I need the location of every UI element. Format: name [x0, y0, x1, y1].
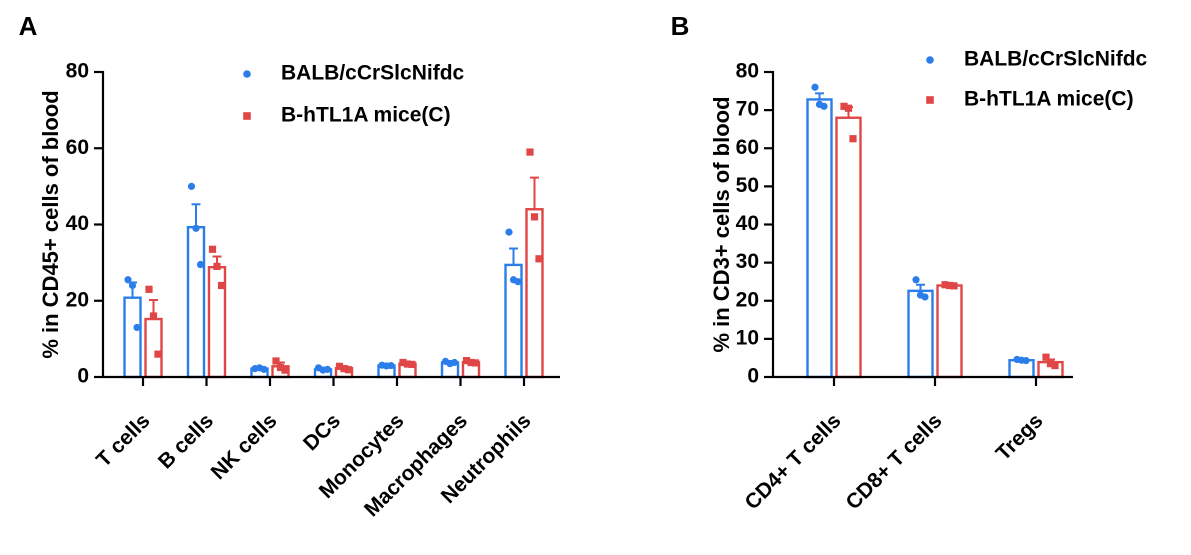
panel-a-point-neutrophils-bhtl1a [526, 148, 534, 156]
panel-a-point-t-cells-bhtl1a [154, 350, 162, 358]
panel-a-point-b-cells-balb [192, 224, 200, 232]
panel-b-y-tick-label: 40 [736, 212, 759, 235]
panel-b-y-tick-label: 0 [747, 365, 759, 388]
panel-a-point-nk-cells-bhtl1a [276, 363, 285, 372]
panel-a-point-macrophages-bhtl1a [467, 358, 475, 367]
panel-b-y-tick-label: 30 [736, 250, 759, 273]
panel-a-point-t-cells-balb [124, 276, 132, 284]
panel-a-point-nk-cells-bhtl1a [272, 357, 280, 365]
panel-b-y-tick-label: 80 [736, 60, 759, 83]
panel-b-category-label: Tregs [992, 409, 1048, 465]
panel-a-point-dcs-bhtl1a [340, 365, 348, 373]
panel-a-point-neutrophils-balb [514, 278, 522, 286]
panel-b-label: B [671, 11, 690, 41]
panel-a-bar-b-cells-balb [186, 225, 206, 379]
panel-a-y-tick-label: 80 [66, 60, 89, 83]
panel-b-point-cd8-t-cells-bhtl1a [950, 282, 958, 290]
panel-b: B % in CD3+ cells of blood 0 10 20 30 40 50 60 70… [671, 11, 1148, 514]
panel-a-point-macrophages-bhtl1a [462, 357, 471, 365]
panel-b-point-tregs-bhtl1a [1046, 360, 1055, 368]
panel-b-legend-label: BALB/cCrSlcNifdc [964, 48, 1148, 71]
panel-a-category-label: NK cells [207, 409, 282, 484]
panel-a: A % in CD45+ cells of blood 0 20 40 60 80 T cel… [19, 11, 560, 521]
panel-b-y-tick-label: 60 [736, 136, 759, 159]
panel-b-point-cd8-t-cells-balb [921, 293, 929, 301]
panel-b-y-axis-title: % in CD3+ cells of blood [709, 96, 734, 352]
panel-a-point-t-cells-balb [128, 281, 137, 290]
panel-a-point-b-cells-balb [196, 260, 205, 269]
panel-b-legend-marker-circle [926, 56, 934, 64]
panel-b-legend-marker-square [926, 96, 934, 104]
panel-a-y-tick-label: 40 [66, 212, 89, 235]
panel-b-point-cd4-t-cells-balb [811, 83, 819, 91]
panel-a-point-b-cells-balb [187, 182, 196, 190]
panel-a-y-axis-title: % in CD45+ cells of blood [38, 90, 63, 358]
panel-b-point-cd8-t-cells-bhtl1a [941, 281, 949, 289]
panel-a-point-neutrophils-bhtl1a [530, 213, 539, 221]
panel-b-legend-label: B-hTL1A mice(C) [964, 88, 1134, 111]
panel-a-label: A [19, 11, 38, 41]
panel-b-point-cd4-t-cells-balb [820, 102, 828, 110]
panel-b-y-tick-label: 10 [736, 326, 759, 349]
panel-a-point-monocytes-bhtl1a [399, 358, 407, 367]
panel-a-point-monocytes-bhtl1a [403, 360, 412, 368]
panel-a-y-tick-label: 0 [77, 365, 89, 388]
panel-b-category-label: CD8+ T cells [842, 409, 947, 514]
panel-a-point-nk-cells-bhtl1a [281, 366, 289, 374]
panel-a-category-label: DCs [299, 409, 345, 455]
panel-a-point-t-cells-bhtl1a [149, 312, 158, 320]
panel-a-point-monocytes-balb [387, 361, 395, 370]
panel-b-bar-cd4-t-cells-balb [806, 98, 833, 379]
panel-b-category-label: CD4+ T cells [741, 409, 846, 514]
panel-b-bar-cd4-t-cells-bhtl1a [835, 116, 862, 379]
panel-a-point-macrophages-bhtl1a [471, 359, 480, 367]
panel-b-point-tregs-bhtl1a [1051, 361, 1059, 370]
panel-a-point-nk-cells-balb [260, 365, 268, 373]
panel-b-point-cd8-t-cells-bhtl1a [945, 281, 954, 290]
panel-a-point-b-cells-bhtl1a [213, 262, 221, 271]
panel-a-point-dcs-balb [323, 365, 332, 373]
panel-a-legend-marker-circle [243, 70, 251, 78]
panel-a-bar-t-cells-balb [123, 296, 142, 379]
panel-a-bar-neutrophils-bhtl1a [525, 208, 544, 379]
panel-a-point-t-cells-balb [133, 323, 141, 332]
panel-b-y-tick-label: 50 [736, 174, 759, 197]
panel-a-point-b-cells-bhtl1a [208, 245, 217, 253]
panel-a-point-dcs-bhtl1a [344, 366, 353, 374]
panel-a-category-label: T cells [92, 409, 154, 471]
panel-a-point-b-cells-bhtl1a [217, 281, 226, 290]
panel-a-bar-t-cells-bhtl1a [144, 317, 163, 379]
panel-a-legend-marker-square [243, 112, 251, 120]
panel-b-point-tregs-balb [1022, 357, 1030, 365]
panel-a-point-dcs-bhtl1a [335, 362, 344, 370]
panel-a-legend-label: BALB/cCrSlcNifdc [281, 62, 465, 85]
panel-b-point-cd4-t-cells-bhtl1a [849, 135, 857, 143]
panel-a-point-t-cells-bhtl1a [145, 285, 153, 293]
panel-b-y-tick-label: 20 [736, 288, 759, 311]
panel-b-bar-cd8-t-cells-bhtl1a [936, 284, 963, 379]
panel-b-bar-cd8-t-cells-balb [907, 289, 934, 379]
panel-a-legend-label: B-hTL1A mice(C) [281, 104, 451, 127]
panel-b-point-cd4-t-cells-bhtl1a [840, 102, 848, 110]
panel-a-category-label: B cells [154, 409, 218, 473]
panel-b-point-cd8-t-cells-balb [912, 276, 920, 284]
panel-a-y-tick-label: 60 [66, 136, 89, 159]
panel-a-point-neutrophils-balb [505, 228, 513, 236]
panel-a-y-tick-label: 20 [66, 288, 89, 311]
panel-a-point-macrophages-balb [450, 358, 459, 367]
panel-b-y-tick-label: 70 [736, 98, 759, 121]
panel-a-point-neutrophils-bhtl1a [535, 255, 543, 263]
panel-b-point-cd4-t-cells-bhtl1a [844, 104, 853, 112]
panel-b-point-tregs-bhtl1a [1042, 353, 1050, 361]
panel-a-point-monocytes-bhtl1a [408, 360, 416, 369]
